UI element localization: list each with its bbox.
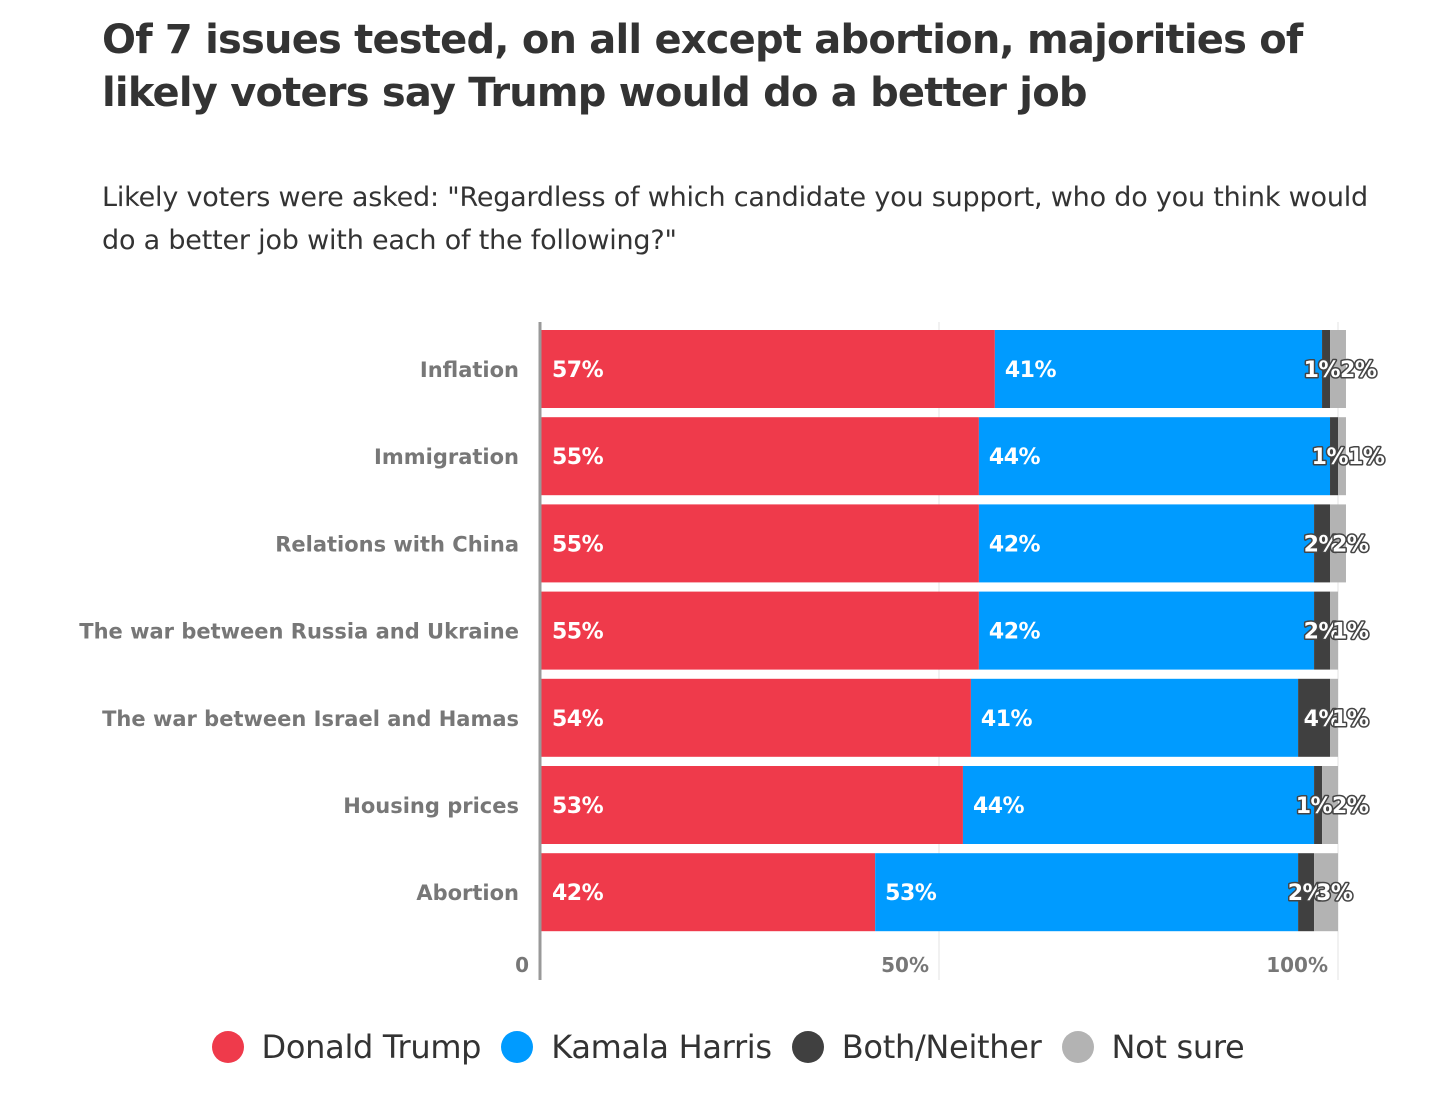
value-label-harris-5: 44% [973, 794, 1025, 819]
category-label-5: Housing prices [343, 794, 519, 818]
legend-label-1: Kamala Harris [551, 1028, 772, 1066]
value-label-both-4: 4% [1304, 707, 1341, 732]
bar-both-neither-6 [1298, 853, 1315, 932]
bar-not-sure-0 [1330, 330, 1346, 408]
value-label-both-2: 2% [1304, 532, 1341, 557]
bar-kamala-harris-5 [962, 766, 1315, 844]
value-label-harris-0: 41% [1005, 358, 1057, 383]
value-label-notsure-2: 2% [1332, 532, 1369, 557]
bar-both-neither-4 [1298, 678, 1331, 757]
bar-kamala-harris-4 [970, 678, 1299, 757]
legend-swatch-1 [501, 1031, 534, 1063]
bar-not-sure-5 [1322, 766, 1338, 844]
bar-donald-trump-5 [540, 766, 963, 844]
bar-both-neither-3 [1314, 591, 1331, 670]
category-label-6: Abortion [416, 881, 519, 905]
legend-swatch-0 [211, 1031, 244, 1063]
bar-donald-trump-0 [540, 330, 995, 408]
legend-label-0: Donald Trump [261, 1028, 482, 1066]
value-label-both-6: 2% [1288, 881, 1325, 906]
bar-donald-trump-4 [540, 678, 971, 757]
x-tick-label-1: 50% [881, 953, 929, 977]
legend-item-1: Kamala Harris [501, 1028, 772, 1066]
value-label-both-0: 1% [1304, 358, 1341, 383]
value-label-harris-3: 42% [989, 620, 1041, 645]
bar-kamala-harris-1 [978, 417, 1331, 496]
value-label-notsure-3: 1% [1332, 620, 1369, 645]
bar-donald-trump-2 [540, 504, 979, 583]
x-tick-label-2: 100% [1266, 953, 1328, 977]
chart-title: Of 7 issues tested, on all except aborti… [102, 17, 1303, 116]
bar-not-sure-6 [1314, 853, 1338, 932]
category-label-4: The war between Israel and Hamas [102, 707, 519, 731]
x-tick-label-0: 0 [515, 953, 529, 977]
value-label-both-3: 2% [1304, 620, 1341, 645]
bar-both-neither-5 [1314, 766, 1323, 844]
category-label-3: The war between Russia and Ukraine [79, 620, 519, 644]
bar-kamala-harris-2 [978, 504, 1315, 583]
value-label-both-5: 1% [1296, 794, 1333, 819]
bar-donald-trump-1 [540, 417, 979, 496]
value-label-trump-0: 57% [552, 358, 604, 383]
bar-both-neither-0 [1322, 330, 1331, 408]
legend-label-3: Not sure [1111, 1028, 1245, 1066]
value-label-notsure-4: 1% [1332, 707, 1369, 732]
bar-not-sure-4 [1330, 678, 1338, 757]
value-label-trump-2: 55% [552, 532, 604, 557]
value-label-trump-5: 53% [552, 794, 604, 819]
bar-kamala-harris-3 [978, 591, 1315, 670]
chart-subtitle: Likely voters were asked: "Regardless of… [102, 182, 1368, 256]
value-label-trump-6: 42% [552, 881, 604, 906]
legend-swatch-2 [791, 1031, 824, 1063]
legend-item-2: Both/Neither [791, 1028, 1042, 1066]
bar-both-neither-1 [1330, 417, 1338, 496]
value-label-harris-4: 41% [981, 707, 1033, 732]
legend-swatch-3 [1061, 1031, 1094, 1063]
value-label-harris-1: 44% [989, 445, 1041, 470]
bar-donald-trump-3 [540, 591, 979, 670]
bar-not-sure-1 [1338, 417, 1346, 496]
bar-not-sure-3 [1330, 591, 1338, 670]
value-label-trump-4: 54% [552, 707, 604, 732]
value-label-both-1: 1% [1312, 445, 1349, 470]
bar-both-neither-2 [1314, 504, 1331, 583]
value-label-notsure-1: 1% [1348, 445, 1385, 470]
value-label-notsure-6: 3% [1316, 881, 1353, 906]
bar-donald-trump-6 [540, 853, 876, 932]
value-label-harris-6: 53% [885, 881, 937, 906]
bar-not-sure-2 [1330, 504, 1346, 583]
legend-item-0: Donald Trump [211, 1028, 482, 1066]
value-label-notsure-0: 2% [1340, 358, 1377, 383]
legend-item-3: Not sure [1061, 1028, 1245, 1066]
category-label-2: Relations with China [275, 532, 519, 556]
category-label-1: Immigration [374, 445, 519, 469]
value-label-trump-1: 55% [552, 445, 604, 470]
value-label-notsure-5: 2% [1332, 794, 1369, 819]
bar-kamala-harris-6 [875, 853, 1299, 932]
legend-label-2: Both/Neither [841, 1028, 1042, 1066]
value-label-harris-2: 42% [989, 532, 1041, 557]
category-label-0: Inflation [420, 358, 519, 382]
value-label-trump-3: 55% [552, 620, 604, 645]
stacked-bar-chart: Inflation Immigration Relations with China… [79, 322, 1387, 980]
chart-legend: Donald Trump Kamala Harris Both/Neither Not… [0, 1028, 1456, 1066]
bar-kamala-harris-0 [994, 330, 1323, 408]
